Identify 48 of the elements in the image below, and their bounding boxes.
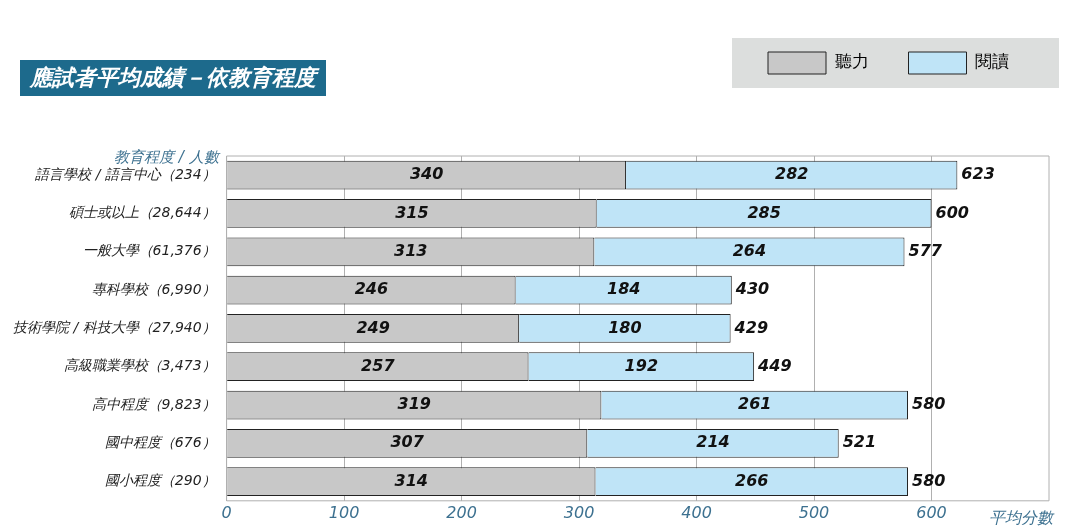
total-label: 521 xyxy=(842,432,877,452)
data-label: 257 xyxy=(361,355,396,375)
total-label: 430 xyxy=(734,279,770,299)
y-tick-label: 高級職業學校（3,473） xyxy=(63,357,216,374)
chart-title: 應試者平均成績－依教育程度 xyxy=(20,60,326,96)
y-tick-label: 國小程度（290） xyxy=(104,472,216,489)
data-label: 307 xyxy=(390,432,425,452)
data-label: 246 xyxy=(354,279,389,299)
x-tick-label: 200 xyxy=(446,502,477,522)
data-label: 285 xyxy=(747,202,781,222)
y-tick-label: 國中程度（676） xyxy=(104,433,216,450)
total-label: 577 xyxy=(908,240,943,260)
legend-label: 閱讀 xyxy=(975,51,1009,72)
x-axis-title: 平均分數 xyxy=(989,507,1055,527)
total-label: 600 xyxy=(935,202,969,222)
x-tick-label: 300 xyxy=(563,502,595,522)
data-label: 192 xyxy=(624,355,659,375)
y-tick-label: 一般大學（61,376） xyxy=(82,242,216,259)
data-label: 266 xyxy=(735,470,769,490)
data-label: 282 xyxy=(775,164,809,184)
data-label: 180 xyxy=(608,317,642,337)
total-label: 429 xyxy=(733,317,769,337)
data-label: 214 xyxy=(696,432,730,452)
y-tick-label: 專科學校（6,990） xyxy=(91,280,216,297)
legend-label: 聽力 xyxy=(834,51,869,72)
x-tick-label: 500 xyxy=(798,502,830,522)
y-tick-label: 碩士或以上（28,644） xyxy=(68,204,216,221)
y-tick-label: 高中程度（9,823） xyxy=(91,395,216,412)
data-label: 313 xyxy=(394,240,428,260)
data-label: 315 xyxy=(395,202,429,222)
data-label: 319 xyxy=(397,394,431,414)
total-label: 623 xyxy=(961,164,995,184)
data-label: 314 xyxy=(394,470,429,490)
x-tick-label: 100 xyxy=(328,502,360,522)
data-label: 340 xyxy=(409,164,444,184)
data-label: 249 xyxy=(356,317,390,337)
total-label: 580 xyxy=(912,470,946,490)
y-tick-label: 技術學院 / 科技大學（27,940） xyxy=(12,319,216,336)
data-label: 184 xyxy=(607,279,641,299)
x-tick-label: 400 xyxy=(681,502,712,522)
total-label: 449 xyxy=(757,355,792,375)
x-tick-label: 600 xyxy=(916,502,947,522)
data-label: 264 xyxy=(732,240,767,260)
x-tick-label: 0 xyxy=(221,502,232,522)
y-tick-label: 語言學校 / 語言中心（234） xyxy=(34,165,216,182)
y-axis-title: 教育程度 / 人數 xyxy=(114,148,221,167)
data-label: 261 xyxy=(738,394,772,414)
total-label: 580 xyxy=(912,394,946,414)
